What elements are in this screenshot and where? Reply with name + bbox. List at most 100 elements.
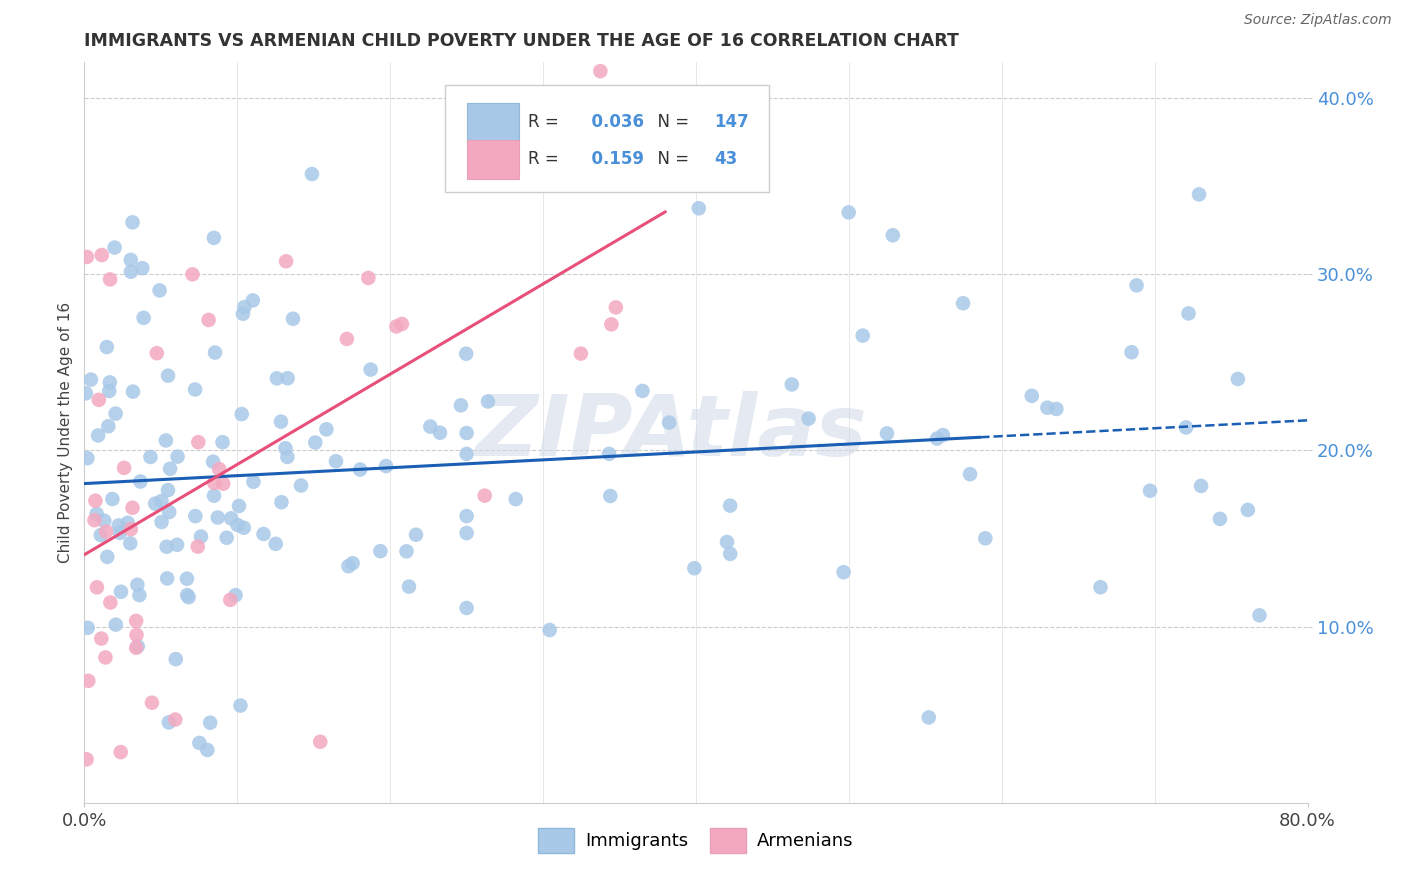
Point [117,516,139,530]
Point [456,425,478,440]
Point [974,531,997,545]
Point [181,268,204,282]
Point [342,556,364,570]
Point [683,561,706,575]
Point [688,201,710,215]
Point [76,621,98,635]
Point [204,345,226,359]
Point [385,319,408,334]
Point [232,521,254,535]
Point [104,407,127,421]
Point [360,362,382,376]
Point [90,632,112,646]
Point [477,394,499,409]
Point [156,483,179,497]
Point [852,328,875,343]
Point [276,450,298,464]
Point [538,623,561,637]
Point [122,384,145,399]
Point [184,509,207,524]
Point [357,271,380,285]
Point [207,510,229,524]
Point [456,447,478,461]
Point [76,451,98,466]
Point [599,489,621,503]
Point [110,745,132,759]
Point [107,518,129,533]
Point [1189,479,1212,493]
Point [125,614,148,628]
Point [631,384,654,398]
Point [1125,278,1147,293]
Point [370,544,392,558]
Point [304,435,326,450]
Point [232,307,254,321]
Point [274,254,297,268]
Point [101,491,124,506]
Point [98,272,121,286]
Point [315,422,337,436]
Point [233,300,256,314]
Point [474,489,496,503]
Point [120,536,142,550]
Point [83,513,105,527]
Point [1139,483,1161,498]
Point [391,317,413,331]
Point [264,537,287,551]
Point [375,458,398,473]
Point [336,332,359,346]
Point [212,476,235,491]
Point [202,475,225,490]
FancyBboxPatch shape [467,103,519,142]
Point [838,205,860,219]
Point [1226,372,1249,386]
Point [1249,608,1271,623]
Point [157,715,180,730]
Point [215,531,238,545]
Point [718,547,741,561]
Point [120,252,142,267]
Point [75,386,97,401]
Point [1036,401,1059,415]
Point [716,535,738,549]
Point [121,500,143,515]
Point [198,715,221,730]
Point [277,371,299,385]
Point [176,572,198,586]
Point [242,475,264,489]
Point [190,529,212,543]
Point [600,318,623,332]
Point [225,588,247,602]
Point [932,428,955,442]
Point [187,435,209,450]
Point [143,497,166,511]
Point [86,580,108,594]
Point [146,346,169,360]
Point [156,540,179,554]
Point [281,311,304,326]
Point [96,549,118,564]
Point [226,518,249,533]
Point [270,495,292,509]
Point [149,284,172,298]
Point [165,652,187,666]
Point [90,528,112,542]
Text: N =: N = [647,113,695,131]
Point [231,407,253,421]
Point [159,461,181,475]
Point [1090,580,1112,594]
Point [450,398,472,412]
Point [157,505,180,519]
Point [266,371,288,385]
Point [1237,503,1260,517]
Point [918,710,941,724]
Point [197,313,219,327]
Y-axis label: Child Poverty Under the Age of 16: Child Poverty Under the Age of 16 [58,302,73,563]
Point [290,478,312,492]
Point [456,526,478,541]
Point [156,571,179,585]
Point [103,241,125,255]
Point [419,419,441,434]
Legend: Immigrants, Armenians: Immigrants, Armenians [531,821,860,861]
Point [150,515,173,529]
